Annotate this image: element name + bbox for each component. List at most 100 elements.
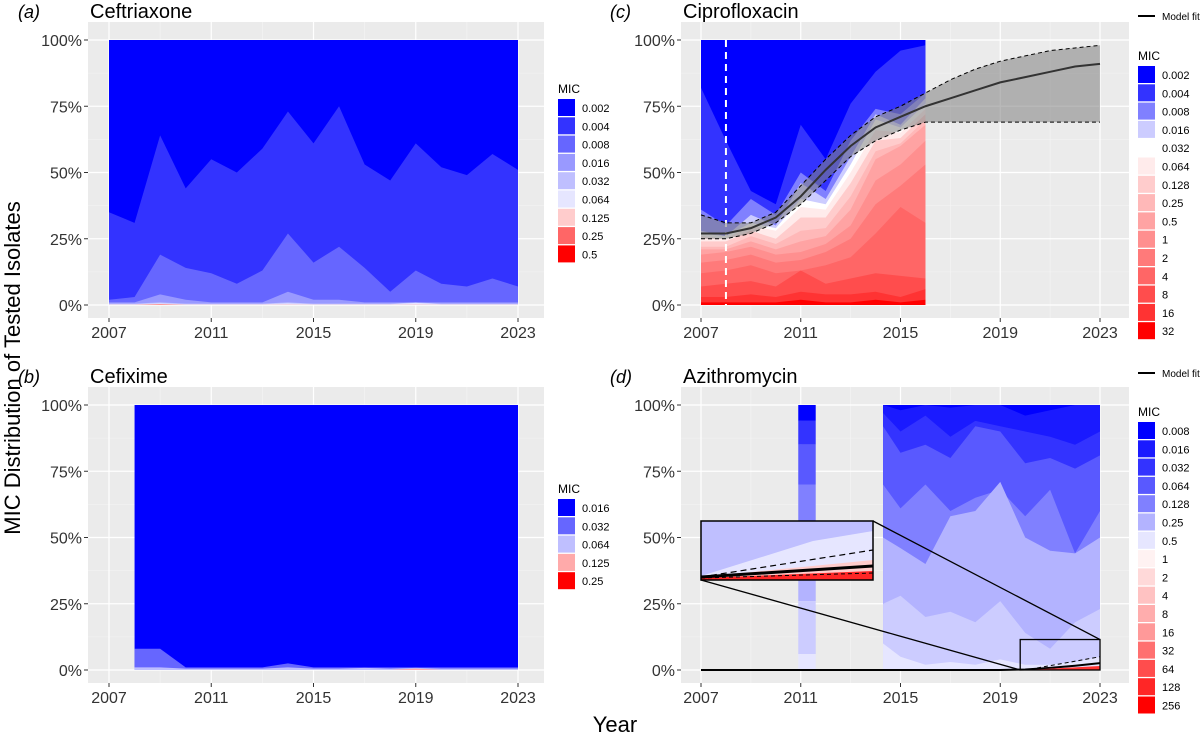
model-fit-legend-label: Model fit — [1162, 369, 1200, 380]
legend-label-0.016: 0.016 — [582, 503, 610, 515]
mic-area-0.125 — [134, 668, 518, 670]
mic-area-32 — [701, 299, 926, 305]
y-tick-label: 25% — [643, 232, 675, 249]
panel-d: 0%25%50%75%100%2007 2011 2015 2019 2023 (d) … — [610, 366, 1200, 714]
legend-label-16: 16 — [1162, 308, 1174, 320]
legend-label-0.008: 0.008 — [1162, 426, 1190, 438]
legend-label-0.032: 0.032 — [582, 521, 610, 533]
legend-swatch-0.5 — [1138, 212, 1155, 230]
x-tick-label: 2023 — [500, 690, 536, 707]
panel-d-zoom-inset — [700, 520, 1101, 671]
legend-label-0.25: 0.25 — [1162, 198, 1183, 210]
bar-2011-segment — [798, 444, 816, 485]
y-tick-label: 25% — [643, 597, 675, 614]
legend-swatch-0.064 — [1138, 157, 1155, 175]
panel-c: 0%25%50%75%100%2007 2011 2015 2019 2023 (c) … — [610, 1, 1200, 342]
legend-label-0.064: 0.064 — [1162, 481, 1190, 493]
legend-label-0.5: 0.5 — [1162, 216, 1177, 228]
legend-label-0.008: 0.008 — [1162, 107, 1190, 119]
zoom-region-box — [1019, 638, 1101, 671]
legend-swatch-0.016 — [558, 499, 575, 516]
legend-label-0.002: 0.002 — [1162, 70, 1190, 82]
legend-label-0.25: 0.25 — [1162, 518, 1183, 530]
x-tick-label: 2023 — [1082, 325, 1118, 342]
x-tick-label: 2019 — [398, 325, 434, 342]
x-axis-label: Year — [593, 712, 637, 736]
x-tick-label: 2011 — [784, 325, 819, 342]
y-tick-label: 100% — [634, 398, 675, 415]
y-axis-label: MIC Distribution of Tested Isolates — [0, 201, 25, 534]
legend-label-0.032: 0.032 — [582, 176, 610, 188]
legend-label-0.032: 0.032 — [1162, 463, 1190, 475]
legend-swatch-0.032 — [558, 517, 575, 535]
legend-swatch-0.128 — [1138, 175, 1155, 193]
inset-fit-upper — [700, 549, 874, 578]
legend-swatch-0.125 — [558, 208, 575, 226]
legend-swatch-1 — [1138, 550, 1155, 568]
legend-swatch-8 — [1138, 285, 1155, 303]
legend-swatch-0.25 — [1138, 513, 1155, 531]
mic-area-0.004 — [109, 106, 518, 305]
legend-swatch-0.128 — [1138, 495, 1155, 513]
legend-swatch-32 — [1138, 322, 1155, 340]
legend-swatch-0.064 — [1138, 476, 1155, 494]
zoom-connector-top — [872, 520, 1101, 641]
x-tick-label: 2015 — [296, 325, 332, 342]
y-tick-label: 50% — [643, 531, 675, 548]
y-tick-label: 25% — [50, 597, 82, 614]
legend-swatch-0.016 — [1138, 120, 1155, 138]
legend-label-8: 8 — [1162, 290, 1168, 302]
legend-label-0.032: 0.032 — [1162, 143, 1190, 155]
y-tick-label: 0% — [652, 663, 675, 680]
panel-b-plot-area — [134, 405, 518, 670]
legend-swatch-0.016 — [558, 153, 575, 171]
legend-label-0.004: 0.004 — [582, 121, 610, 133]
panel-a: 0%25%50%75%100%2007 2011 2015 2019 2023 (a) … — [18, 1, 610, 342]
mic-area-0.008 — [109, 233, 518, 305]
y-tick-label: 0% — [59, 298, 82, 315]
y-tick-label: 100% — [41, 398, 82, 415]
legend-swatch-0.004 — [1138, 84, 1155, 102]
panel-b-title: Cefixime — [90, 366, 168, 388]
legend-swatch-0.032 — [1138, 458, 1155, 476]
legend-title: MIC — [1138, 405, 1160, 419]
legend-label-0.5: 0.5 — [1162, 536, 1177, 548]
legend-swatch-8 — [1138, 605, 1155, 622]
legend-swatch-0.008 — [1138, 422, 1155, 439]
legend-label-0.002: 0.002 — [582, 103, 610, 115]
legend-label-32: 32 — [1162, 646, 1174, 658]
x-tick-label: 2007 — [683, 690, 719, 707]
x-tick-label: 2019 — [982, 690, 1018, 707]
panel-b-label: (b) — [18, 367, 40, 387]
panel-d-plot-area — [798, 405, 1100, 670]
legend-swatch-4 — [1138, 586, 1155, 604]
legend-label-8: 8 — [1162, 609, 1168, 621]
legend-swatch-0.25 — [558, 227, 575, 245]
x-tick-label: 2007 — [683, 325, 719, 342]
legend-swatch-0.008 — [558, 135, 575, 153]
legend-label-0.5: 0.5 — [582, 249, 597, 261]
legend-label-2: 2 — [1162, 253, 1168, 265]
legend-label-0.125: 0.125 — [582, 213, 610, 225]
legend-label-128: 128 — [1162, 682, 1180, 694]
panel-d-model-fit — [701, 656, 1101, 671]
mic-area-0.25 — [109, 304, 518, 305]
mic-area-0.016 — [134, 405, 518, 670]
legend-swatch-0.004 — [558, 117, 575, 135]
panel-b: 0%25%50%75%100%2007 2011 2015 2019 2023 (b) … — [18, 366, 610, 707]
y-tick-label: 50% — [50, 531, 82, 548]
y-tick-label: 100% — [634, 33, 675, 50]
x-tick-label: 2007 — [91, 690, 127, 707]
legend-label-2: 2 — [1162, 572, 1168, 584]
legend-label-0.25: 0.25 — [582, 576, 603, 588]
legend-label-0.016: 0.016 — [1162, 125, 1190, 137]
bar-2011-segment — [798, 405, 816, 421]
y-tick-label: 75% — [50, 464, 82, 481]
model-fit-legend-label: Model fit — [1162, 12, 1200, 23]
legend-label-256: 256 — [1162, 701, 1180, 713]
legend-title: MIC — [558, 482, 580, 496]
panel-a-title: Ceftriaxone — [90, 1, 192, 23]
legend-swatch-128 — [1138, 678, 1155, 696]
